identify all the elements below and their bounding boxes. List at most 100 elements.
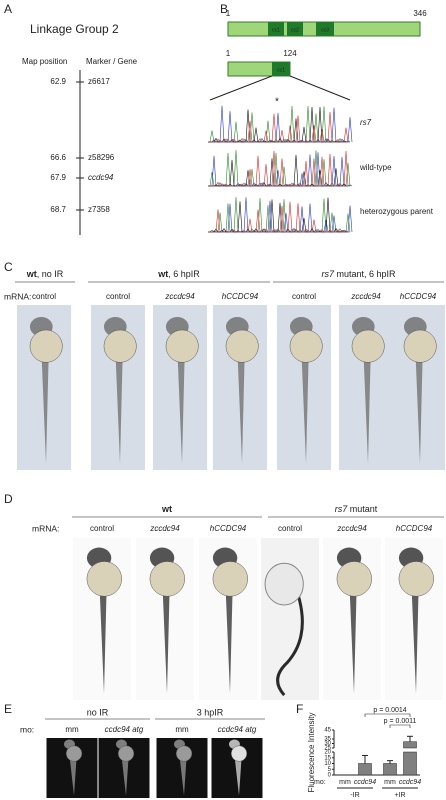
y-tick-label: 0 [328, 773, 332, 779]
embryo-tail [115, 341, 123, 464]
chromatogram-trace [208, 105, 353, 143]
row-label: mo: [314, 779, 326, 786]
embryo-tail [415, 341, 423, 464]
chromatogram-trace [208, 111, 349, 143]
x-tick-label: ccdc94 [354, 779, 376, 786]
embryo-tail [121, 751, 129, 796]
trace-label: wild-type [359, 163, 392, 172]
condition-label: mm [175, 725, 189, 734]
embryo-yolk [175, 745, 193, 762]
embryo-tail [234, 751, 242, 796]
domain [268, 22, 284, 36]
map-position: 62.9 [50, 77, 66, 86]
domain [287, 22, 303, 36]
embryo-yolk [264, 562, 304, 606]
row-label: mo: [20, 724, 34, 734]
condition-label: control [90, 524, 114, 533]
group-header: no IR [87, 707, 109, 717]
embryo-yolk [149, 561, 185, 597]
embryo-image [261, 538, 319, 700]
group-header-lead: rs7 [335, 504, 348, 514]
p-value: p = 0.0011 [384, 718, 417, 725]
embryo-tail [177, 341, 185, 464]
x-tick-label: mm [339, 779, 351, 786]
condition-label: control [292, 292, 316, 301]
domain-label: cc1 [277, 67, 285, 73]
condition-label: hCCDC94 [210, 524, 247, 533]
panel-title: Linkage Group 2 [30, 22, 119, 36]
y-axis-label: Fluorescence Intensity [307, 712, 316, 792]
panel-letter: E [4, 702, 12, 716]
y-tick-label: 10 [324, 761, 331, 767]
y-tick-label: 15 [324, 755, 331, 761]
residue-number: 124 [283, 49, 297, 58]
zoom-line [289, 75, 351, 101]
embryo-tail [237, 341, 245, 464]
group-label: -IR [350, 792, 359, 799]
embryo-yolk [351, 329, 385, 363]
significance-bracket [389, 724, 411, 728]
group-header-rest: mutant [347, 504, 378, 514]
panel-letter: C [4, 260, 13, 274]
group-header-lead: wt [157, 269, 168, 279]
column-header: Map position [22, 57, 67, 66]
chromatogram-trace [208, 150, 351, 187]
condition-label: hCCDC94 [396, 524, 433, 533]
embryo-yolk [103, 329, 137, 363]
residue-number: 1 [226, 9, 231, 18]
embryo-yolk [29, 329, 63, 363]
group-label: +IR [394, 792, 405, 799]
group-header-lead: rs7 [321, 269, 334, 279]
group-header-lead: wt [26, 269, 37, 279]
embryo-tail [301, 341, 309, 464]
domain-label: cc3 [321, 27, 329, 33]
embryo-tail [179, 751, 187, 796]
y-tick-label: 45 [324, 728, 331, 734]
embryo-yolk [65, 745, 83, 762]
y-tick-label: 30 [324, 741, 331, 747]
zoom-line [209, 75, 273, 101]
condition-label: hCCDC94 [222, 292, 259, 301]
y-tick-label: 35 [324, 737, 331, 743]
condition-label: mm [65, 725, 79, 734]
group-header: 3 hpIR [197, 707, 224, 717]
condition-label: ccdc94 atg [218, 725, 257, 734]
marker-name: ccdc94 [88, 173, 114, 182]
embryo-yolk [289, 329, 323, 363]
embryo-yolk [212, 561, 248, 597]
embryo-tail [349, 573, 357, 694]
embryo-yolk [398, 561, 434, 597]
condition-label: zccdc94 [164, 292, 195, 301]
embryo-tail [162, 573, 170, 694]
row-label: mRNA: [4, 291, 31, 301]
residue-number: 346 [413, 9, 427, 18]
condition-label: zccdc94 [149, 524, 180, 533]
y-tick-label: 20 [324, 750, 331, 756]
row-label: mRNA: [32, 523, 59, 533]
embryo-tail [99, 573, 107, 694]
column-header: Marker / Gene [86, 57, 138, 66]
condition-label: zccdc94 [350, 292, 381, 301]
y-tick-label: 25 [324, 746, 331, 752]
bar [383, 763, 397, 776]
embryo-yolk [225, 329, 259, 363]
condition-label: zccdc94 [336, 524, 367, 533]
embryo-tail [363, 341, 371, 464]
group-header: wt, 6 hpIR [157, 269, 200, 279]
domain [316, 22, 334, 36]
marker-name: z7358 [88, 205, 110, 214]
panel-letter: A [4, 2, 12, 16]
x-tick-label: mm [384, 779, 396, 786]
map-position: 68.7 [50, 205, 66, 214]
domain [272, 62, 290, 76]
embryo-yolk [165, 329, 199, 363]
bar [358, 763, 372, 776]
map-position: 67.9 [50, 173, 66, 182]
bar [403, 741, 417, 749]
trace-label: heterozygous parent [360, 207, 434, 216]
y-tick-label: 5 [328, 767, 332, 773]
domain-label: cc2 [291, 27, 299, 33]
group-header-rest: , no IR [37, 269, 64, 279]
chromatogram-trace [208, 150, 349, 187]
